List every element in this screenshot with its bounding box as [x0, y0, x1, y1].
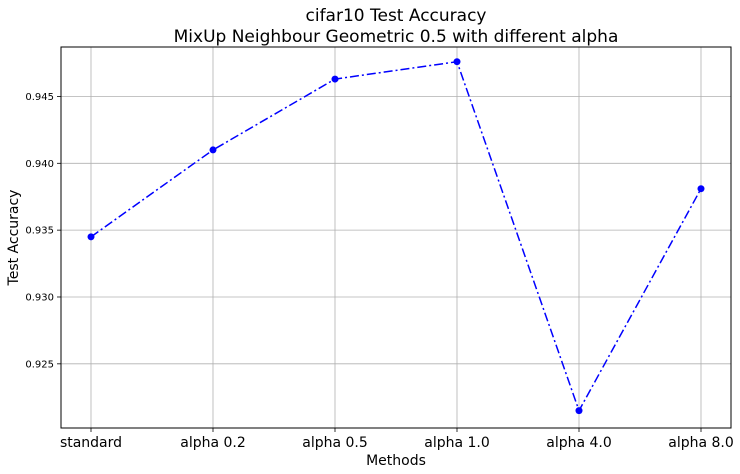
x-tick-label: alpha 0.2	[180, 435, 246, 451]
y-tick-label: 0.925	[25, 359, 54, 370]
data-point	[575, 407, 583, 415]
chart-title: cifar10 Test Accuracy	[306, 6, 487, 26]
x-tick-label: alpha 8.0	[668, 435, 734, 451]
y-tick-label: 0.940	[25, 159, 54, 170]
x-tick-label: alpha 1.0	[424, 435, 490, 451]
grid-lines	[61, 47, 731, 428]
x-tick-label: alpha 4.0	[546, 435, 612, 451]
data-point	[331, 75, 339, 83]
data-point	[453, 58, 461, 66]
y-tick-label: 0.935	[25, 226, 54, 237]
data-point	[87, 233, 95, 241]
plot-frame	[60, 46, 732, 429]
x-axis-label: Methods	[366, 453, 426, 469]
chart-subtitle: MixUp Neighbour Geometric 0.5 with diffe…	[174, 27, 619, 47]
y-tick-label: 0.945	[25, 92, 54, 103]
x-axis: standard alpha 0.2 alpha 0.5 alpha 1.0 alpha…	[60, 428, 734, 451]
y-axis-label: Test Accuracy	[6, 190, 22, 287]
series-line	[90, 60, 702, 413]
data-point	[697, 185, 705, 193]
data-point	[209, 146, 217, 154]
data-points	[87, 58, 705, 415]
x-tick-label: alpha 0.5	[302, 435, 368, 451]
x-tick-label: standard	[60, 435, 122, 451]
y-tick-label: 0.930	[25, 292, 54, 303]
y-axis: 0.925 0.930 0.935 0.940 0.945	[25, 92, 61, 370]
